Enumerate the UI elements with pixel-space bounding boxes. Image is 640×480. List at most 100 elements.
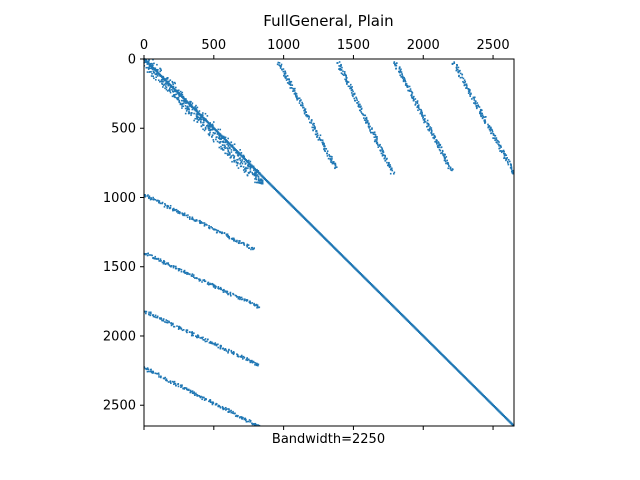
block-entry (234, 159, 236, 162)
lower-band-entry (248, 247, 250, 250)
lower-band-entry (212, 284, 215, 287)
upper-band-entry (443, 155, 445, 158)
lower-band-entry (209, 399, 212, 401)
lower-band-entry (157, 201, 160, 204)
lower-band-entry (149, 198, 152, 201)
upper-band-entry (442, 154, 445, 157)
block-entry (231, 160, 233, 163)
diagonal-entry (215, 130, 218, 133)
upper-band-entry (421, 114, 423, 117)
upper-band-entry (398, 70, 400, 73)
block-entry (163, 83, 166, 86)
lower-band-entry (172, 381, 175, 383)
lower-band-entry (168, 264, 171, 266)
upper-band-entry (368, 127, 370, 129)
upper-band-entry (415, 101, 417, 103)
diagonal-entry (396, 310, 399, 312)
upper-band-entry (457, 66, 460, 69)
diagonal-entry (324, 238, 326, 240)
upper-band-entry (402, 80, 405, 83)
lower-band-entry (189, 390, 192, 393)
upper-band-entry (436, 145, 439, 147)
lower-band-entry (170, 324, 173, 327)
block-entry (236, 151, 239, 154)
upper-band-entry (456, 64, 458, 67)
diagonal-entry (367, 281, 370, 284)
upper-band-entry (310, 120, 313, 122)
lower-band-entry (205, 398, 208, 400)
lower-band-entry (206, 283, 209, 285)
block-entry (226, 143, 228, 146)
block-entry (221, 147, 224, 150)
diagonal-entry (457, 370, 459, 372)
upper-band-entry (281, 68, 283, 71)
lower-band-entry (204, 397, 206, 400)
lower-band-entry (146, 195, 148, 197)
diagonal-entry (196, 111, 199, 114)
block-entry (228, 146, 231, 149)
lower-band-entry (175, 267, 178, 270)
upper-band-entry (399, 69, 402, 72)
upper-band-entry (496, 139, 499, 142)
y-tick-label: 2000 (103, 329, 136, 344)
diagonal-entry (195, 110, 198, 113)
upper-band-entry (395, 64, 398, 67)
upper-band-entry (358, 106, 360, 108)
lower-band-entry (208, 227, 211, 230)
upper-band-entry (285, 75, 287, 78)
block-entry (189, 102, 191, 104)
upper-band-entry (394, 63, 397, 65)
diagonal-entry (232, 147, 235, 149)
lower-band-entry (239, 355, 242, 358)
upper-band-entry (291, 84, 294, 86)
lower-band-entry (177, 328, 180, 330)
upper-band-entry (345, 77, 348, 79)
lower-band-entry (254, 364, 256, 366)
diagonal-entry (413, 326, 416, 329)
block-entry (150, 75, 153, 77)
block-entry (179, 102, 182, 105)
diagonal-entry (168, 84, 171, 86)
block-entry (175, 86, 177, 89)
diagonal-entry (422, 335, 425, 338)
block-entry (156, 69, 158, 72)
diagonal-entry (366, 280, 369, 282)
lower-band-entry (186, 329, 189, 331)
lower-band-entry (194, 220, 197, 222)
upper-band-entry (474, 103, 477, 105)
lower-band-entry (208, 226, 211, 229)
diagonal-entry (251, 166, 254, 168)
block-entry (213, 127, 216, 130)
block-entry (168, 88, 171, 91)
block-entry (154, 73, 157, 76)
block-entry (209, 122, 211, 124)
upper-band-entry (351, 94, 354, 96)
upper-band-entry (439, 149, 442, 152)
lower-band-entry (161, 202, 163, 205)
upper-band-entry (300, 104, 302, 107)
x-tick-label: 2000 (407, 38, 440, 53)
block-entry (208, 125, 210, 127)
block-entry (178, 101, 181, 104)
upper-band-entry (350, 92, 353, 94)
lower-band-entry (169, 204, 172, 207)
upper-band-entry (444, 160, 447, 163)
lower-band-entry (208, 225, 210, 227)
diagonal-entry (481, 394, 484, 397)
lower-band-entry (146, 370, 149, 373)
block-entry (212, 128, 215, 130)
lower-band-entry (243, 418, 246, 421)
upper-band-entry (312, 129, 314, 131)
lower-band-entry (227, 292, 229, 295)
upper-band-entry (353, 97, 356, 100)
upper-band-entry (447, 162, 449, 164)
upper-band-entry (356, 99, 358, 101)
upper-band-entry (457, 71, 459, 73)
block-entry (186, 108, 189, 111)
upper-band-entry (289, 80, 292, 83)
lower-band-entry (219, 287, 222, 290)
upper-band-entry (466, 86, 468, 89)
upper-band-entry (327, 157, 330, 160)
upper-band-entry (479, 108, 482, 111)
diagonal-entry (369, 283, 372, 286)
